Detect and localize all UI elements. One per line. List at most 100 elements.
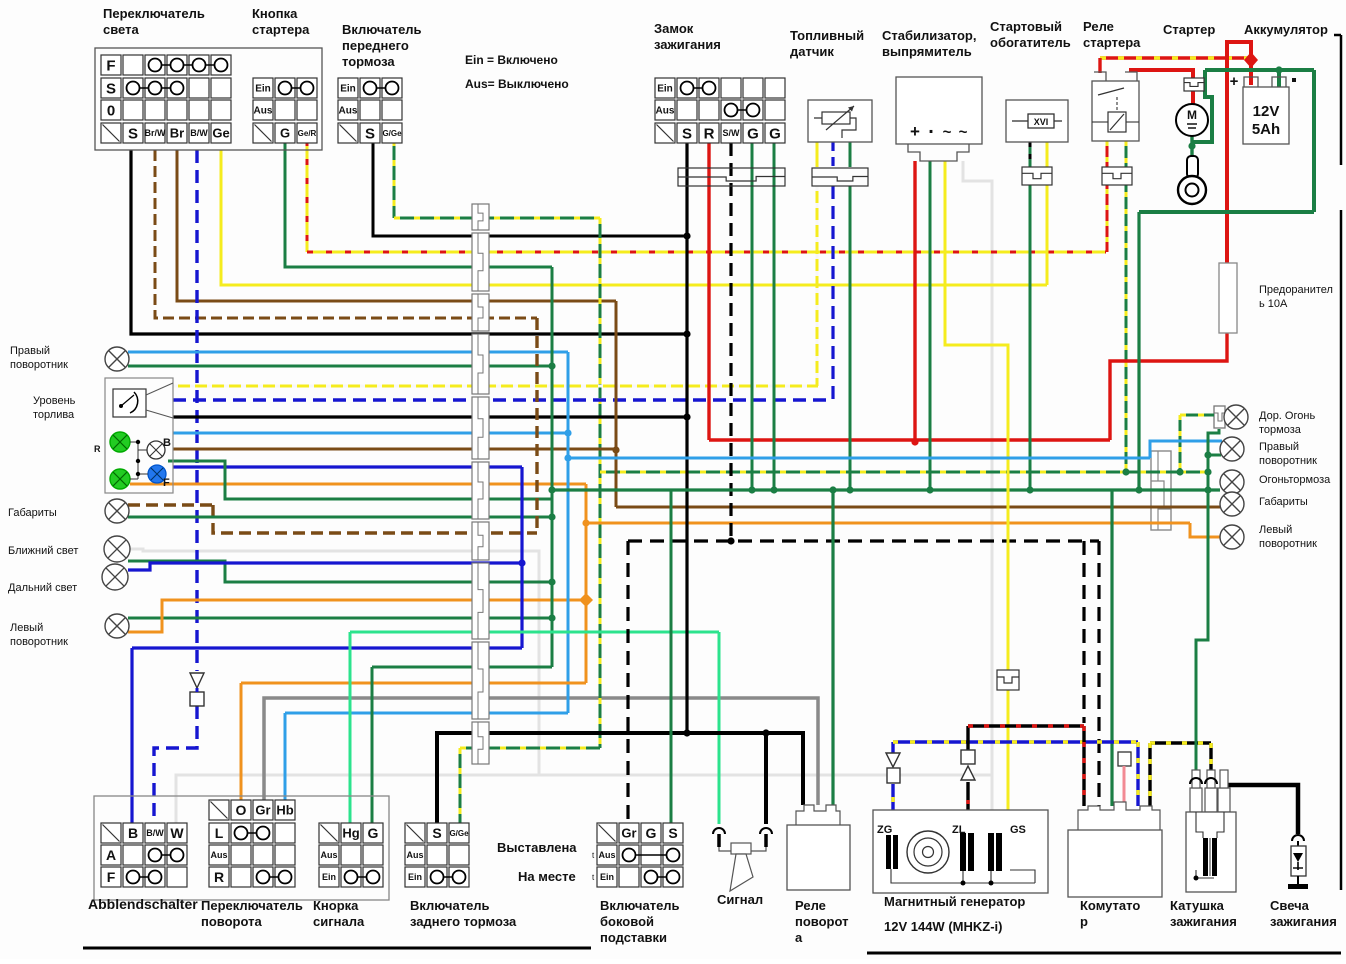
svg-text:O: O — [236, 802, 247, 818]
svg-text:12V: 12V — [1253, 103, 1280, 120]
svg-text:Кнорка: Кнорка — [313, 898, 359, 913]
svg-text:Ein: Ein — [408, 872, 422, 882]
svg-text:поворотник: поворотник — [1259, 538, 1317, 550]
svg-text:S/W: S/W — [723, 128, 741, 138]
svg-text:Включатель: Включатель — [600, 898, 680, 913]
svg-text:B: B — [128, 825, 138, 841]
svg-text:S: S — [432, 825, 441, 841]
svg-text:L: L — [215, 825, 224, 841]
svg-text:Aus: Aus — [320, 850, 337, 860]
svg-text:t: t — [592, 851, 595, 860]
svg-text:Катушка: Катушка — [1170, 898, 1225, 913]
svg-text:выпрямитель: выпрямитель — [882, 44, 972, 59]
svg-text:Левый: Левый — [1259, 524, 1292, 536]
svg-text:Переключатель: Переключатель — [201, 898, 303, 913]
svg-text:Топливный: Топливный — [790, 28, 864, 43]
svg-text:Кнопка: Кнопка — [252, 6, 298, 21]
svg-text:ь 10А: ь 10А — [1259, 298, 1288, 310]
svg-text:Aus: Aus — [210, 850, 227, 860]
svg-text:Ein: Ein — [340, 84, 356, 95]
svg-text:Реле: Реле — [795, 898, 826, 913]
svg-text:S: S — [668, 825, 677, 841]
svg-text:Предоранител: Предоранител — [1259, 284, 1333, 296]
svg-text:G: G — [280, 126, 290, 141]
svg-text:поворотник: поворотник — [10, 636, 68, 648]
svg-text:Правый: Правый — [10, 345, 50, 357]
svg-text:заднего тормоза: заднего тормоза — [410, 914, 517, 929]
svg-text:Включатель: Включатель — [342, 22, 422, 37]
svg-text:S: S — [106, 80, 116, 97]
svg-text:Стартовый: Стартовый — [990, 19, 1062, 34]
svg-text:Стартер: Стартер — [1163, 22, 1215, 37]
svg-text:+: + — [910, 122, 920, 141]
svg-text:обогатитель: обогатитель — [990, 35, 1071, 50]
svg-text:Уровень: Уровень — [33, 395, 76, 407]
svg-text:GS: GS — [1010, 824, 1026, 836]
svg-text:Hb: Hb — [276, 803, 293, 818]
svg-text:стартера: стартера — [1083, 35, 1141, 50]
svg-text:Дор. Огонь: Дор. Огонь — [1259, 410, 1315, 422]
svg-text:Левый: Левый — [10, 622, 43, 634]
svg-text:B: B — [163, 437, 171, 449]
svg-text:F: F — [163, 477, 170, 489]
svg-text:Aus: Aus — [656, 106, 675, 117]
svg-text:.: . — [928, 116, 934, 138]
svg-text:Дальний свет: Дальний свет — [8, 582, 77, 594]
svg-text:Комутато: Комутато — [1080, 898, 1140, 913]
svg-text:Сигнал: Сигнал — [717, 892, 763, 907]
svg-text:стартера: стартера — [252, 22, 310, 37]
svg-text:G/Ge: G/Ge — [382, 129, 402, 138]
svg-text:Правый: Правый — [1259, 441, 1299, 453]
svg-text:Br/W: Br/W — [145, 128, 167, 138]
svg-text:Hg: Hg — [342, 826, 359, 841]
svg-text:тормоза: тормоза — [1259, 424, 1302, 436]
svg-text:Габариты: Габариты — [8, 507, 57, 519]
svg-text:~: ~ — [959, 124, 968, 141]
svg-text:B/W: B/W — [190, 128, 208, 138]
svg-text:Аккумулятор: Аккумулятор — [1244, 22, 1328, 37]
svg-text:XVI: XVI — [1034, 117, 1049, 127]
svg-text:Замок: Замок — [654, 21, 694, 36]
svg-text:B/W: B/W — [146, 828, 164, 838]
svg-text:Ein: Ein — [255, 84, 271, 95]
svg-text:Aus= Выключено: Aus= Выключено — [465, 77, 569, 91]
svg-text:R: R — [704, 125, 715, 142]
svg-text:F: F — [107, 869, 116, 885]
svg-text:Abblendschalter: Abblendschalter — [88, 896, 198, 912]
svg-text:поворота: поворота — [201, 914, 262, 929]
svg-text:зажигания: зажигания — [1170, 914, 1237, 929]
svg-text:12V 144W (MHKZ-i): 12V 144W (MHKZ-i) — [884, 919, 1002, 934]
svg-text:Переключатель: Переключатель — [103, 6, 205, 21]
svg-text:Ein: Ein — [657, 84, 673, 95]
svg-text:G/Ge: G/Ge — [449, 829, 469, 838]
svg-text:t: t — [592, 873, 595, 882]
svg-text:Ge/R: Ge/R — [298, 129, 317, 138]
svg-text:Ge: Ge — [212, 126, 229, 141]
svg-text:M: M — [1187, 108, 1197, 122]
svg-text:зажигания: зажигания — [654, 37, 721, 52]
svg-text:A: A — [106, 847, 116, 863]
svg-text:5Ah: 5Ah — [1252, 121, 1280, 138]
svg-text:Включатель: Включатель — [410, 898, 490, 913]
svg-text:S: S — [365, 125, 375, 142]
svg-text:поворот: поворот — [795, 914, 848, 929]
svg-text:Br: Br — [170, 126, 184, 141]
svg-text:сигнала: сигнала — [313, 914, 365, 929]
svg-text:R: R — [94, 444, 101, 454]
svg-text:F: F — [106, 57, 115, 74]
svg-text:Реле: Реле — [1083, 19, 1114, 34]
svg-text:Выставлена: Выставлена — [497, 840, 577, 855]
svg-text:р: р — [1080, 914, 1088, 929]
svg-text:G: G — [368, 825, 379, 841]
svg-text:зажигания: зажигания — [1270, 914, 1337, 929]
svg-text:торлива: торлива — [33, 409, 75, 421]
svg-text:подставки: подставки — [600, 930, 667, 945]
svg-text:Ein = Включено: Ein = Включено — [465, 53, 558, 67]
svg-text:Gr: Gr — [621, 826, 636, 841]
svg-text:Gr: Gr — [255, 803, 270, 818]
svg-text:Aus: Aus — [406, 850, 423, 860]
svg-text:~: ~ — [943, 124, 952, 141]
svg-text:На месте: На месте — [518, 869, 576, 884]
svg-text:+: + — [1230, 73, 1239, 90]
svg-text:S: S — [682, 125, 692, 142]
